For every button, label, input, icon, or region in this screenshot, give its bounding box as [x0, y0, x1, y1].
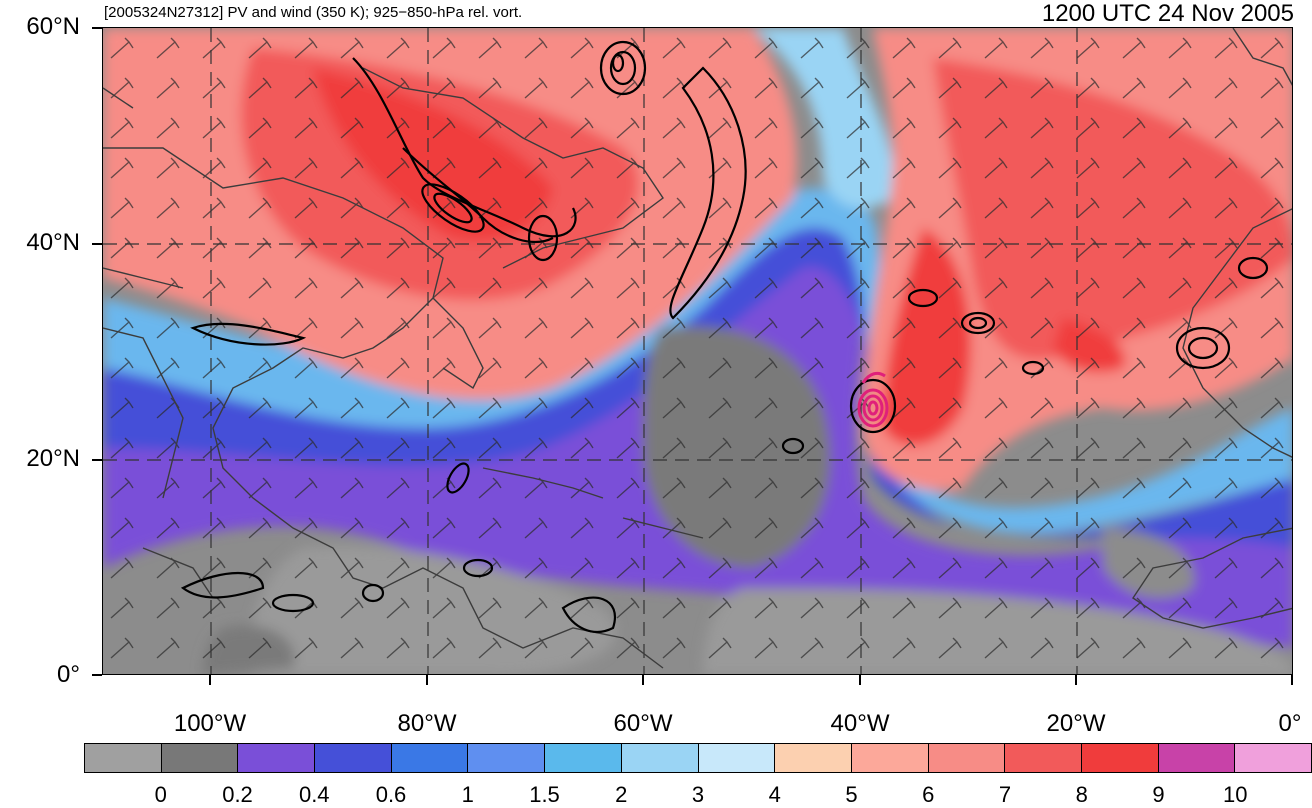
colorbar-box	[545, 744, 622, 772]
vorticity-contours	[180, 40, 1269, 633]
colorbar-box	[85, 744, 162, 772]
lon-label-100w: 100°W	[173, 710, 247, 737]
lon-tick	[1291, 675, 1293, 685]
lat-label-0: 0°	[57, 661, 80, 688]
colorbar-label: 10	[1223, 782, 1248, 807]
colorbar-box	[1158, 744, 1236, 772]
lon-tick	[1075, 675, 1077, 685]
colorbar-box	[698, 744, 776, 772]
colorbar-label: 9	[1152, 782, 1165, 807]
colorbar-label: 2	[615, 782, 628, 807]
colorbar-box	[1005, 744, 1082, 772]
lat-label-60n: 60°N	[26, 13, 80, 40]
lon-tick	[642, 675, 644, 685]
lon-label-20w: 20°W	[1046, 710, 1106, 737]
colorbar-box	[315, 744, 392, 772]
colorbar-label: 1	[461, 782, 474, 807]
colorbar-box	[391, 744, 469, 772]
lon-label-40w: 40°W	[830, 710, 890, 737]
colorbar-label: 3	[691, 782, 705, 807]
colorbar-box	[621, 744, 699, 772]
lon-label-0: 0°	[1278, 710, 1302, 737]
pv-map	[103, 28, 1292, 674]
valid-time: 1200 UTC 24 Nov 2005	[1041, 0, 1294, 27]
colorbar-label: 8	[1075, 782, 1088, 807]
coastlines	[103, 28, 1292, 669]
colorbar-box	[238, 744, 316, 772]
colorbar-label: 0.4	[298, 782, 330, 807]
lat-tick	[92, 243, 102, 245]
lat-lon-grid	[103, 28, 1292, 674]
lon-tick	[209, 675, 211, 685]
lon-tick	[859, 675, 861, 685]
pv-colorbar	[84, 743, 1312, 773]
colorbar-label: 4	[768, 782, 781, 807]
lat-tick	[92, 27, 102, 29]
colorbar-box	[851, 744, 929, 772]
colorbar-label: 5	[845, 782, 858, 807]
lat-label-40n: 40°N	[26, 229, 80, 256]
colorbar-label: 7	[998, 782, 1012, 807]
colorbar-box	[1235, 744, 1311, 772]
colorbar-label: 0.6	[375, 782, 407, 807]
colorbar-box	[1081, 744, 1159, 772]
colorbar-box	[775, 744, 852, 772]
colorbar-label: 1.5	[529, 782, 560, 807]
map-title: [2005324N27312] PV and wind (350 K); 925…	[104, 4, 523, 21]
lat-label-20n: 20°N	[26, 445, 80, 472]
colorbar-label: 6	[922, 782, 935, 807]
wind-barbs	[103, 28, 1292, 674]
colorbar-box	[928, 744, 1006, 772]
colorbar-label: 0	[154, 782, 167, 807]
storm-center-contours	[849, 371, 897, 434]
lon-label-60w: 60°W	[613, 710, 673, 737]
lat-tick	[92, 674, 102, 676]
lon-tick	[426, 675, 428, 685]
lon-label-80w: 80°W	[397, 710, 457, 737]
colorbar-box	[161, 744, 239, 772]
colorbar-label: 0.2	[222, 782, 253, 807]
colorbar-box	[468, 744, 546, 772]
map-panel	[102, 27, 1293, 675]
lat-tick	[92, 459, 102, 461]
